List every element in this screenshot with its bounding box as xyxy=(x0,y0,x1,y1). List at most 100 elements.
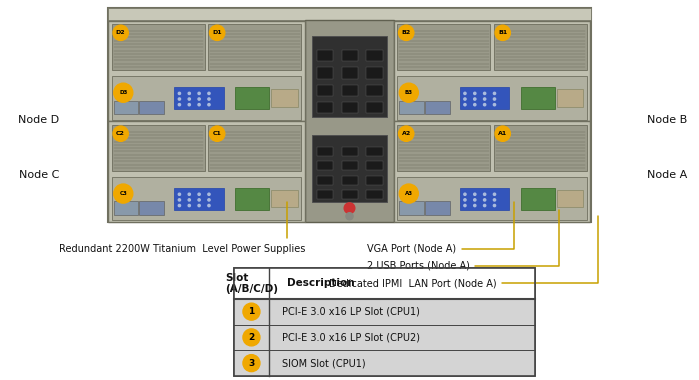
Text: A2: A2 xyxy=(402,131,411,136)
Bar xyxy=(305,21,394,222)
Circle shape xyxy=(484,204,486,207)
Bar xyxy=(317,176,333,185)
Circle shape xyxy=(464,92,466,95)
Text: A3: A3 xyxy=(405,191,413,196)
Circle shape xyxy=(178,98,180,100)
Bar xyxy=(556,190,583,207)
Bar xyxy=(394,122,591,222)
Circle shape xyxy=(208,204,210,207)
Circle shape xyxy=(208,199,210,201)
Circle shape xyxy=(208,98,210,100)
Circle shape xyxy=(484,193,486,195)
Bar xyxy=(175,87,224,109)
Text: D2: D2 xyxy=(116,30,126,35)
Text: VGA Port (Node A): VGA Port (Node A) xyxy=(367,202,514,254)
Bar xyxy=(234,325,535,350)
Circle shape xyxy=(178,193,180,195)
Bar xyxy=(521,188,555,210)
Bar xyxy=(398,125,491,171)
Circle shape xyxy=(243,329,260,346)
Text: Dedicated IPMI  LAN Port (Node A): Dedicated IPMI LAN Port (Node A) xyxy=(329,215,598,288)
Text: C2: C2 xyxy=(116,131,125,136)
Text: Node C: Node C xyxy=(19,170,59,180)
Circle shape xyxy=(243,355,260,372)
Bar xyxy=(112,177,301,220)
Text: C3: C3 xyxy=(120,191,127,196)
Text: 2 USB Ports (Node A): 2 USB Ports (Node A) xyxy=(367,210,559,271)
Bar xyxy=(521,87,555,109)
Bar xyxy=(114,201,138,215)
Bar xyxy=(342,190,358,199)
Text: Node D: Node D xyxy=(18,115,59,125)
Text: PCI-E 3.0 x16 LP Slot (CPU2): PCI-E 3.0 x16 LP Slot (CPU2) xyxy=(282,332,420,342)
Text: B1: B1 xyxy=(498,30,507,35)
Circle shape xyxy=(208,92,210,95)
Circle shape xyxy=(464,204,466,207)
Circle shape xyxy=(188,98,190,100)
Circle shape xyxy=(178,103,180,106)
Circle shape xyxy=(484,199,486,201)
Bar xyxy=(234,350,535,376)
Circle shape xyxy=(484,103,486,106)
Bar xyxy=(235,87,269,109)
Circle shape xyxy=(399,184,418,203)
Circle shape xyxy=(344,203,355,214)
Bar xyxy=(398,76,587,120)
Circle shape xyxy=(484,92,486,95)
Text: 1: 1 xyxy=(248,307,254,316)
Bar xyxy=(108,8,591,222)
Circle shape xyxy=(188,103,190,106)
Circle shape xyxy=(464,199,466,201)
Bar xyxy=(139,101,164,114)
Bar xyxy=(234,268,535,376)
Text: Node B: Node B xyxy=(647,115,687,125)
Bar xyxy=(460,87,510,109)
Bar xyxy=(342,85,358,96)
Text: B2: B2 xyxy=(402,30,411,35)
Circle shape xyxy=(495,25,510,40)
Circle shape xyxy=(188,204,190,207)
Circle shape xyxy=(474,98,476,100)
Circle shape xyxy=(198,98,200,100)
Bar xyxy=(366,85,383,96)
Bar xyxy=(425,201,449,215)
Bar xyxy=(494,125,587,171)
Bar xyxy=(317,102,333,113)
Text: A1: A1 xyxy=(498,131,507,136)
Text: D3: D3 xyxy=(119,90,127,95)
Circle shape xyxy=(208,193,210,195)
Bar xyxy=(312,135,387,202)
Bar xyxy=(366,176,383,185)
Circle shape xyxy=(493,92,496,95)
Bar xyxy=(108,122,305,222)
Circle shape xyxy=(114,184,133,203)
Bar xyxy=(208,24,301,70)
Bar xyxy=(556,89,583,106)
Circle shape xyxy=(178,204,180,207)
Bar xyxy=(317,190,333,199)
Bar xyxy=(342,68,358,79)
Bar xyxy=(234,268,535,376)
Bar xyxy=(366,102,383,113)
Circle shape xyxy=(198,92,200,95)
Bar xyxy=(317,50,333,61)
Bar xyxy=(208,125,301,171)
Circle shape xyxy=(178,199,180,201)
Bar xyxy=(271,89,298,106)
Bar xyxy=(342,161,358,170)
Bar xyxy=(342,102,358,113)
Circle shape xyxy=(474,204,476,207)
Bar xyxy=(317,68,333,79)
Circle shape xyxy=(243,303,260,320)
Bar xyxy=(494,24,587,70)
Circle shape xyxy=(188,193,190,195)
Bar xyxy=(366,68,383,79)
Bar xyxy=(398,24,491,70)
Circle shape xyxy=(178,92,180,95)
Text: PCI-E 3.0 x16 LP Slot (CPU1): PCI-E 3.0 x16 LP Slot (CPU1) xyxy=(282,307,420,317)
Bar xyxy=(317,147,333,156)
Bar xyxy=(460,187,510,210)
Text: Redundant 2200W Titanium  Level Power Supplies: Redundant 2200W Titanium Level Power Sup… xyxy=(59,202,305,254)
Bar xyxy=(366,190,383,199)
Circle shape xyxy=(493,204,496,207)
